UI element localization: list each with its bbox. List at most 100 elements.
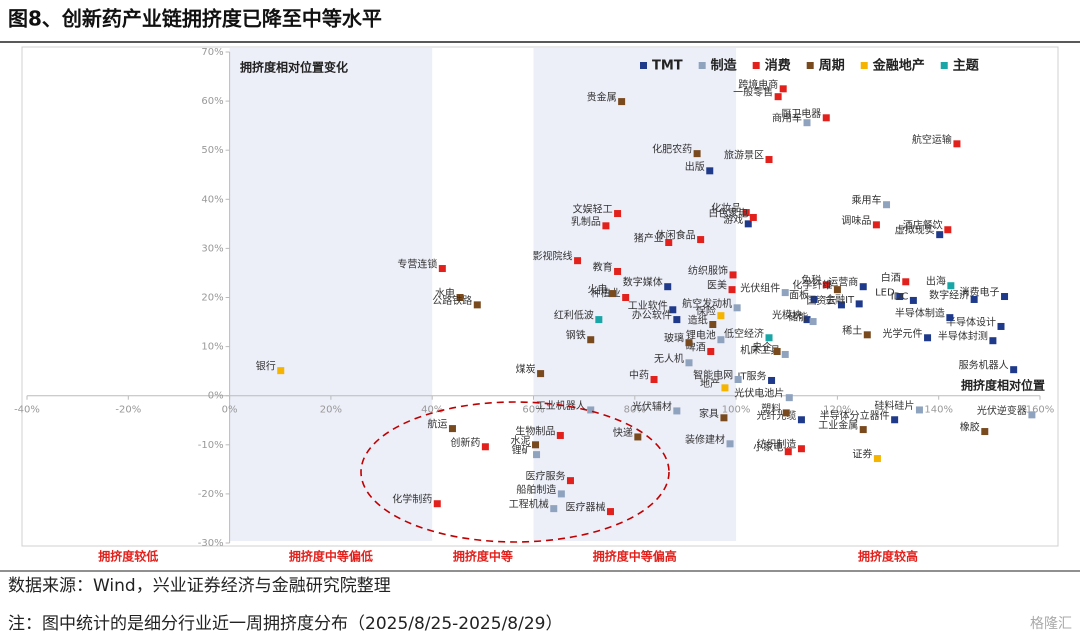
point bbox=[859, 426, 867, 434]
point bbox=[481, 443, 489, 451]
point-label: 无人机 bbox=[654, 352, 684, 365]
point-label: 医疗器械 bbox=[565, 501, 605, 514]
point-label: 半导体封测 bbox=[938, 330, 988, 343]
point bbox=[997, 322, 1005, 330]
point-label: 工程机械 bbox=[509, 498, 549, 511]
point-label: 数字经济 bbox=[929, 288, 969, 301]
point-label: 办公软件 bbox=[632, 309, 672, 322]
y-tick-label: -30% bbox=[198, 538, 224, 549]
point bbox=[1010, 366, 1018, 374]
point-label: 出版 bbox=[685, 160, 705, 173]
legend-label: 金融地产 bbox=[872, 58, 925, 74]
point bbox=[873, 455, 881, 463]
y-tick-label: 20% bbox=[201, 293, 223, 304]
point bbox=[550, 505, 558, 513]
point-label: 纺织服饰 bbox=[688, 264, 728, 277]
point-label: 红利低波 bbox=[554, 309, 594, 322]
point-label: 乘用车 bbox=[852, 194, 882, 207]
point-label: 水泥 bbox=[511, 434, 531, 447]
point bbox=[947, 282, 955, 290]
point-label: 数字媒体 bbox=[623, 276, 663, 289]
point bbox=[765, 156, 773, 164]
point-label: 面板 bbox=[789, 288, 809, 301]
point-label: 医美 bbox=[707, 279, 727, 292]
point-label: 跨境电商 bbox=[738, 78, 778, 91]
point bbox=[728, 286, 736, 294]
point bbox=[664, 283, 672, 291]
point bbox=[717, 312, 725, 320]
point-label: 专营连锁 bbox=[397, 258, 437, 271]
x-tick-label: 0% bbox=[222, 405, 238, 416]
point bbox=[784, 448, 792, 456]
point bbox=[448, 425, 456, 433]
zone-label: 拥挤度中等偏低 bbox=[289, 549, 373, 564]
point bbox=[557, 490, 565, 498]
point-label: 玻璃 bbox=[664, 332, 684, 345]
point-label: 运营商 bbox=[828, 276, 858, 289]
point bbox=[438, 265, 446, 273]
y-tick-label: 60% bbox=[201, 96, 223, 107]
x-tick-label: 80% bbox=[624, 405, 646, 416]
point bbox=[774, 93, 782, 101]
point-label: 银行 bbox=[256, 360, 276, 373]
point bbox=[556, 431, 564, 439]
x-tick-label: 60% bbox=[522, 405, 544, 416]
point-label: 硅料硅片 bbox=[874, 399, 914, 412]
point bbox=[622, 294, 630, 301]
watermark: 格隆汇 bbox=[1030, 616, 1072, 632]
point-label: 锂电池 bbox=[686, 329, 716, 342]
point-label: 酒店餐饮 bbox=[903, 219, 943, 232]
y-tick-label: 0% bbox=[208, 391, 224, 402]
point bbox=[609, 290, 617, 298]
point bbox=[944, 226, 952, 234]
point-label: 钢铁 bbox=[566, 329, 586, 342]
point bbox=[729, 271, 737, 279]
point bbox=[720, 414, 728, 422]
point bbox=[707, 348, 715, 356]
source: 数据来源：Wind，兴业证券经济与金融研究院整理 bbox=[8, 576, 391, 596]
point-label: 金融IT bbox=[825, 293, 855, 306]
point bbox=[1028, 411, 1036, 419]
point bbox=[779, 85, 787, 93]
y-tick-label: -20% bbox=[198, 489, 224, 500]
point bbox=[733, 304, 741, 312]
point-label: 文娱轻工 bbox=[573, 203, 613, 216]
point bbox=[614, 210, 622, 218]
note: 注：图中统计的是细分行业近一周拥挤度分布（2025/8/25-2025/8/29… bbox=[8, 614, 562, 634]
point-label: 光模块 bbox=[772, 309, 802, 322]
point bbox=[803, 316, 811, 324]
point bbox=[587, 406, 595, 414]
point bbox=[533, 451, 541, 459]
point-label: 造纸 bbox=[688, 314, 708, 327]
point bbox=[726, 440, 734, 448]
point bbox=[872, 221, 880, 229]
point-label: 旅游景区 bbox=[724, 149, 764, 162]
point-label: 水电 bbox=[435, 287, 455, 300]
point bbox=[673, 316, 681, 324]
point-label: 证券 bbox=[852, 448, 872, 461]
point-label: 航空发动机 bbox=[682, 297, 732, 310]
point-label: 航空运输 bbox=[912, 133, 952, 146]
legend-swatch bbox=[940, 62, 948, 69]
point bbox=[953, 140, 961, 148]
legend-swatch bbox=[806, 62, 814, 69]
point bbox=[896, 293, 904, 301]
legend-label: 消费 bbox=[765, 58, 791, 74]
point-label: 光伏组件 bbox=[740, 282, 780, 295]
point-label: 调味品 bbox=[841, 215, 871, 227]
point bbox=[717, 336, 725, 344]
point-label: 生物制品 bbox=[515, 424, 555, 437]
point-label: 虚拟现实 bbox=[895, 224, 935, 237]
point-label: 储能 bbox=[788, 311, 808, 324]
zone-label: 拥挤度中等 bbox=[453, 549, 513, 564]
chart-title: 图8、创新药产业链拥挤度已降至中等水平 bbox=[8, 7, 382, 31]
point bbox=[768, 376, 776, 384]
plot-frame bbox=[21, 46, 1059, 547]
zone-label: 拥挤度较高 bbox=[858, 549, 918, 564]
point-label: 火电 bbox=[588, 283, 608, 296]
point bbox=[970, 295, 978, 303]
x-tick-label: -20% bbox=[115, 405, 141, 416]
point-label: 休闲食品 bbox=[656, 229, 696, 242]
x-tick-label: 160% bbox=[1026, 405, 1055, 416]
point bbox=[1001, 293, 1009, 301]
